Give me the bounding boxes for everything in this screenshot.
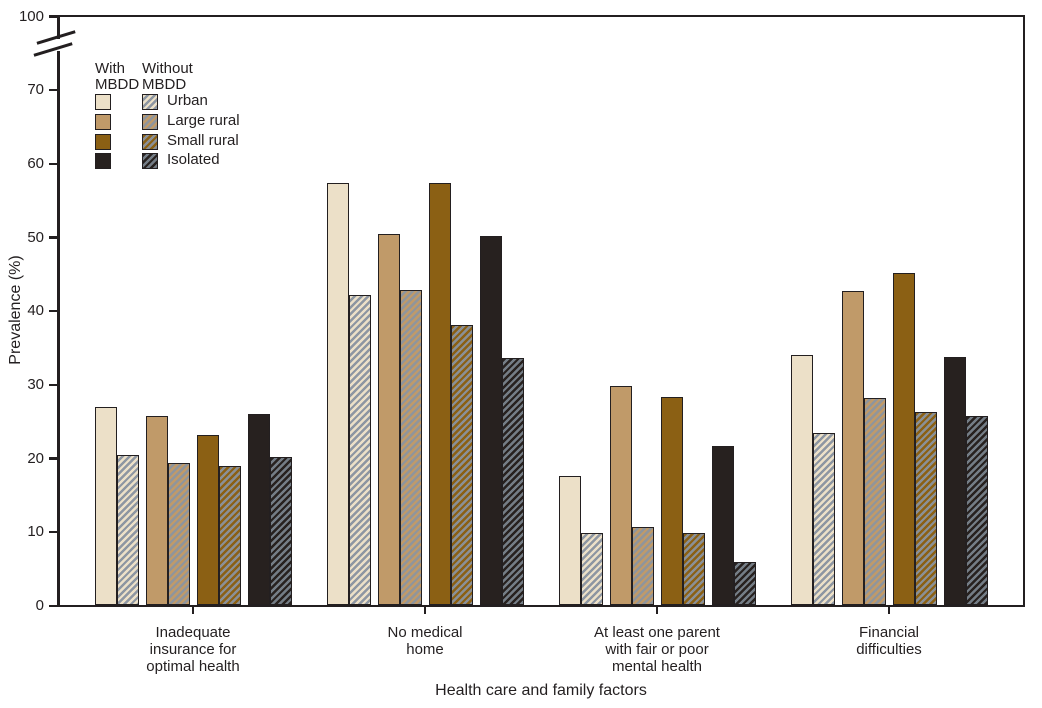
y-tick-label: 10	[27, 523, 44, 541]
legend-header-line: MBDD	[142, 75, 187, 93]
y-tick-label: 100	[18, 7, 44, 25]
legend-swatch-without-urban	[142, 94, 158, 110]
legend-label-small-rural: Small rural	[167, 131, 239, 149]
y-tick-label: 0	[35, 597, 44, 614]
legend-label-isolated: Isolated	[167, 151, 220, 169]
y-tick	[49, 383, 57, 387]
bar-isolated-without-mbdd-g2	[501, 358, 524, 606]
bar-small-rural-without-mbdd-g3	[682, 533, 705, 606]
bar-isolated-without-mbdd-g3	[733, 562, 756, 606]
bar-isolated-with-mbdd-g3	[711, 446, 734, 606]
bar-small-rural-without-mbdd-g2	[450, 324, 473, 606]
y-axis-line	[57, 15, 60, 39]
x-category-label-line: insurance for	[149, 641, 237, 658]
x-category-label-line: with fair or poor	[605, 641, 709, 658]
bar-urban-with-mbdd-g2	[326, 182, 349, 606]
legend-label-large-rural: Large rural	[167, 111, 240, 129]
y-tick-label: 20	[27, 449, 44, 467]
legend-header-line: With	[95, 60, 125, 77]
legend-swatch-with-large-rural	[95, 113, 111, 130]
y-tick	[49, 530, 57, 534]
y-tick	[49, 236, 57, 239]
y-tick-label: 40	[27, 302, 44, 320]
x-category-label-line: At least one parent	[594, 624, 720, 641]
legend-header-with-mbdd: With MBDD	[95, 61, 139, 92]
x-category-label-line: mental health	[611, 658, 703, 675]
legend-header-line: Without	[142, 60, 193, 77]
bar-urban-with-mbdd-g4	[790, 355, 813, 606]
bar-large-rural-with-mbdd-g1	[145, 416, 168, 606]
legend-swatch-without-small-rural	[142, 133, 158, 150]
legend-swatch-without-isolated	[142, 153, 158, 170]
x-category-label-line: Inadequate	[155, 624, 231, 641]
bar-large-rural-without-mbdd-g3	[631, 526, 654, 606]
bar-small-rural-with-mbdd-g2	[428, 182, 451, 606]
y-tick-label: 30	[27, 376, 44, 394]
bar-large-rural-with-mbdd-g3	[609, 385, 632, 606]
bar-urban-without-mbdd-g3	[580, 532, 603, 606]
y-tick	[49, 309, 57, 313]
bar-large-rural-without-mbdd-g1	[167, 462, 190, 606]
bar-isolated-with-mbdd-g2	[479, 235, 502, 606]
bar-large-rural-with-mbdd-g4	[841, 290, 864, 606]
x-tick	[423, 607, 427, 614]
x-tick	[655, 607, 659, 614]
legend-swatch-without-large-rural	[142, 113, 158, 130]
bar-urban-without-mbdd-g1	[116, 455, 139, 606]
y-tick	[49, 15, 57, 18]
bar-large-rural-with-mbdd-g2	[377, 234, 400, 606]
x-axis-title: Health care and family factors	[435, 682, 647, 699]
bar-urban-without-mbdd-g2	[348, 295, 371, 606]
legend-header-without-mbdd: Without MBDD	[142, 61, 193, 92]
legend-swatch-with-isolated	[95, 153, 111, 170]
x-category-label: Financial difficulties	[774, 624, 1004, 658]
legend-swatch-with-small-rural	[95, 133, 111, 150]
bar-urban-without-mbdd-g4	[812, 433, 835, 606]
x-category-label-line: optimal health	[146, 658, 240, 675]
x-category-label: At least one parent with fair or poor ment…	[542, 624, 772, 675]
bar-isolated-without-mbdd-g1	[269, 457, 292, 606]
bar-small-rural-with-mbdd-g3	[660, 397, 683, 606]
bar-small-rural-without-mbdd-g4	[914, 411, 937, 606]
bar-small-rural-with-mbdd-g1	[196, 435, 219, 606]
y-tick	[49, 88, 57, 92]
x-tick	[191, 607, 195, 614]
legend-label-urban: Urban	[167, 92, 208, 109]
plot-frame	[57, 15, 1025, 607]
bar-small-rural-with-mbdd-g4	[892, 272, 915, 606]
bar-large-rural-without-mbdd-g4	[863, 397, 886, 606]
x-tick	[887, 607, 891, 614]
y-axis-line	[57, 51, 60, 607]
y-tick	[49, 604, 57, 607]
y-tick	[49, 457, 57, 460]
x-category-label: No medical home	[310, 624, 540, 658]
bar-urban-with-mbdd-g3	[558, 475, 581, 606]
bar-isolated-without-mbdd-g4	[965, 416, 988, 606]
legend-swatch-with-urban	[95, 94, 111, 110]
x-category-label-line: No medical	[387, 624, 463, 641]
x-category-label-line: home	[406, 641, 444, 658]
y-tick-label: 60	[27, 155, 44, 173]
x-category-label-line: Financial	[858, 624, 920, 641]
bar-isolated-with-mbdd-g1	[247, 413, 270, 606]
y-tick	[49, 162, 57, 166]
bar-isolated-with-mbdd-g4	[943, 356, 966, 606]
bar-small-rural-without-mbdd-g1	[218, 466, 241, 606]
x-category-label-line: difficulties	[856, 641, 922, 658]
y-tick-label: 50	[27, 228, 44, 246]
bar-urban-with-mbdd-g1	[94, 406, 117, 606]
bar-large-rural-without-mbdd-g2	[399, 290, 422, 606]
y-tick-label: 70	[27, 81, 44, 99]
x-category-label: Inadequate insurance for optimal health	[78, 624, 308, 675]
legend-header-line: MBDD	[95, 75, 140, 93]
